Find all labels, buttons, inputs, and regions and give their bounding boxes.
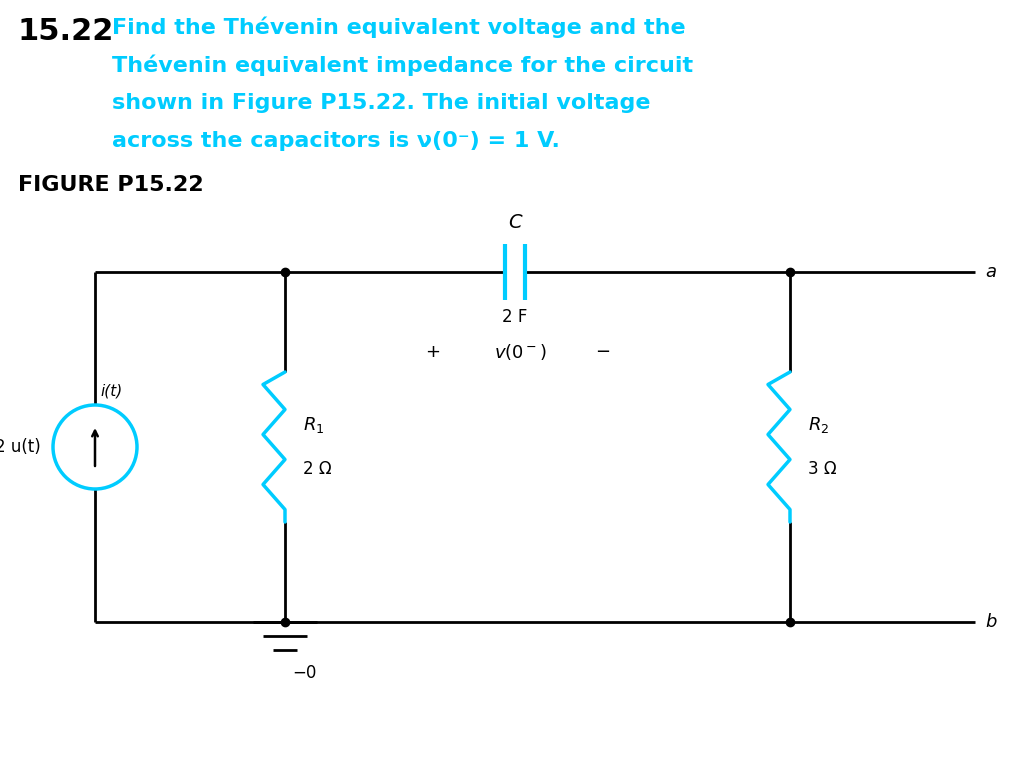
Text: 2 u(t): 2 u(t)	[0, 438, 41, 456]
Text: i(t): i(t)	[100, 384, 122, 399]
Text: 2 Ω: 2 Ω	[303, 460, 331, 478]
Text: −: −	[595, 343, 611, 361]
Text: $R_1$: $R_1$	[303, 415, 324, 435]
Text: Find the Thévenin equivalent voltage and the: Find the Thévenin equivalent voltage and…	[112, 17, 686, 39]
Text: shown in Figure P15.22. The initial voltage: shown in Figure P15.22. The initial volt…	[112, 93, 650, 113]
Text: Thévenin equivalent impedance for the circuit: Thévenin equivalent impedance for the ci…	[112, 55, 693, 76]
Text: $R_2$: $R_2$	[808, 415, 829, 435]
Text: 2 F: 2 F	[502, 308, 527, 326]
Text: −0: −0	[292, 664, 316, 682]
Text: a: a	[985, 263, 996, 281]
Text: 3 Ω: 3 Ω	[808, 460, 836, 478]
Text: $v(0^-)$: $v(0^-)$	[494, 342, 547, 362]
Text: 15.22: 15.22	[18, 17, 115, 46]
Text: C: C	[508, 213, 522, 232]
Text: b: b	[985, 613, 997, 631]
Text: FIGURE P15.22: FIGURE P15.22	[18, 175, 203, 195]
Text: across the capacitors is ν(0⁻) = 1 V.: across the capacitors is ν(0⁻) = 1 V.	[112, 131, 560, 151]
Text: +: +	[426, 343, 441, 361]
